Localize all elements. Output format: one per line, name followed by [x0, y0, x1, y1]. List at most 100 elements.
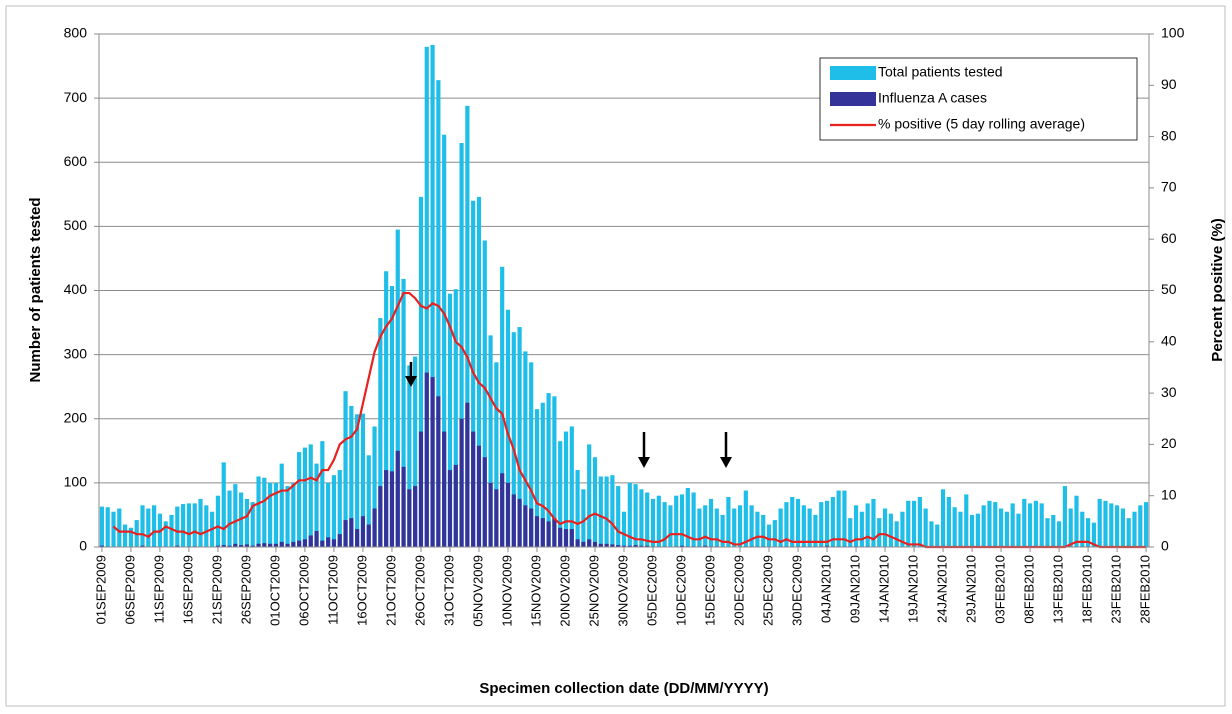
- bar: [279, 541, 284, 547]
- bar: [372, 426, 377, 547]
- bar: [987, 500, 992, 547]
- bar: [616, 545, 621, 547]
- y-axis-title: Number of patients tested: [27, 197, 44, 382]
- ticks: 0 100 200 300 400 500 600 700 800 0 10 20 30 40 50 60 70…: [64, 25, 1185, 627]
- bar: [221, 545, 226, 547]
- y2-tick-label: 80: [1161, 127, 1177, 143]
- x-tick-label: 19JAN2010: [905, 555, 920, 623]
- bar: [407, 365, 412, 547]
- bar: [285, 543, 290, 547]
- y2-tick-label: 40: [1161, 333, 1177, 349]
- x-tick-label: 01OCT2009: [267, 555, 282, 626]
- bar: [140, 545, 145, 547]
- bar: [616, 486, 621, 547]
- bar: [592, 541, 598, 547]
- bar: [569, 426, 574, 547]
- x-tick-label: 06SEP2009: [122, 555, 137, 624]
- bar: [418, 431, 424, 547]
- bar: [384, 271, 389, 547]
- bar: [575, 539, 580, 547]
- bar: [378, 486, 383, 547]
- bar: [784, 502, 789, 547]
- bar: [587, 444, 592, 547]
- bar: [540, 518, 545, 547]
- bar: [250, 502, 255, 547]
- bar: [1027, 503, 1033, 547]
- bar: [529, 508, 534, 547]
- bar: [534, 516, 540, 547]
- bar: [430, 377, 435, 547]
- bar: [888, 513, 893, 547]
- bar: [627, 482, 632, 547]
- bar: [476, 445, 482, 547]
- bar: [418, 196, 424, 547]
- y2-tick-label: 70: [1161, 179, 1177, 195]
- bar: [558, 527, 563, 547]
- bar: [221, 462, 226, 547]
- bar: [389, 471, 395, 547]
- bar: [975, 513, 980, 547]
- bar: [99, 545, 104, 547]
- bar: [552, 518, 557, 547]
- bar: [291, 482, 296, 547]
- x-tick-label: 04JAN2010: [818, 555, 833, 623]
- bar: [952, 507, 957, 547]
- y-tick-label: 800: [64, 25, 88, 41]
- bar: [326, 482, 331, 547]
- bar: [679, 494, 685, 547]
- bar: [424, 372, 429, 547]
- x-tick-label: 18FEB2010: [1080, 555, 1095, 624]
- bar: [372, 508, 377, 547]
- bar: [523, 351, 528, 547]
- bar: [1010, 503, 1015, 547]
- annotation-arrows: [405, 362, 732, 468]
- bar: [366, 524, 371, 547]
- bar: [198, 498, 203, 547]
- bar: [1051, 514, 1056, 547]
- x-tick-label: 14JAN2010: [876, 555, 891, 623]
- bar: [459, 418, 464, 547]
- bar: [993, 502, 998, 547]
- bar: [772, 520, 777, 547]
- bar: [790, 496, 795, 547]
- bar: [813, 514, 818, 547]
- bar: [355, 414, 360, 547]
- bar: [256, 476, 261, 547]
- bar: [581, 489, 586, 547]
- bar: [674, 495, 679, 547]
- bar: [877, 518, 882, 547]
- bar: [517, 498, 522, 547]
- bar: [529, 362, 534, 547]
- legend-swatch: [830, 92, 876, 106]
- bar: [703, 505, 708, 547]
- bar: [871, 498, 876, 547]
- bar: [517, 327, 522, 547]
- bar: [737, 505, 743, 547]
- bar: [343, 520, 348, 547]
- bar: [598, 543, 603, 547]
- x-tick-label: 20DEC2009: [731, 555, 746, 626]
- bar: [1115, 505, 1120, 547]
- bar: [256, 543, 261, 547]
- bar: [343, 391, 348, 547]
- bar: [1126, 518, 1131, 547]
- bar: [459, 143, 464, 547]
- x-tick-label: 26SEP2009: [238, 555, 253, 624]
- legend-label: % positive (5 day rolling average): [878, 116, 1085, 132]
- y2-tick-label: 60: [1161, 230, 1177, 246]
- bar: [442, 431, 447, 547]
- bar: [413, 486, 418, 547]
- bar: [708, 498, 714, 547]
- bar: [964, 494, 969, 547]
- x-tick-label: 25DEC2009: [760, 555, 775, 626]
- bar: [204, 505, 209, 547]
- bar: [1103, 500, 1108, 547]
- bar: [859, 511, 864, 547]
- bar: [500, 266, 505, 547]
- bar: [186, 503, 192, 547]
- bar: [732, 508, 737, 547]
- legend-label: Total patients tested: [878, 64, 1003, 80]
- bar: [233, 543, 238, 547]
- bar: [540, 402, 545, 547]
